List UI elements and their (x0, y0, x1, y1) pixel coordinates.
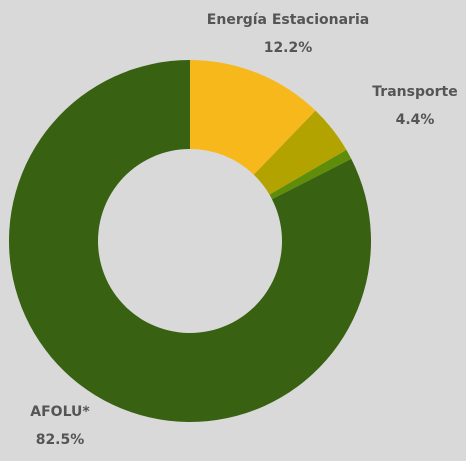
segment-value: 4.4% (396, 112, 435, 128)
donut-segment (9, 60, 372, 422)
segment-value: 82.5% (36, 432, 85, 448)
segment-label: Transporte (372, 84, 457, 100)
donut-segment (190, 60, 316, 175)
segment-label: AFOLU* (30, 404, 90, 420)
donut-segment (253, 110, 347, 195)
segment-value: 12.2% (264, 40, 313, 56)
donut-segment (269, 149, 352, 200)
segment-label: Energía Estacionaria (207, 12, 369, 28)
